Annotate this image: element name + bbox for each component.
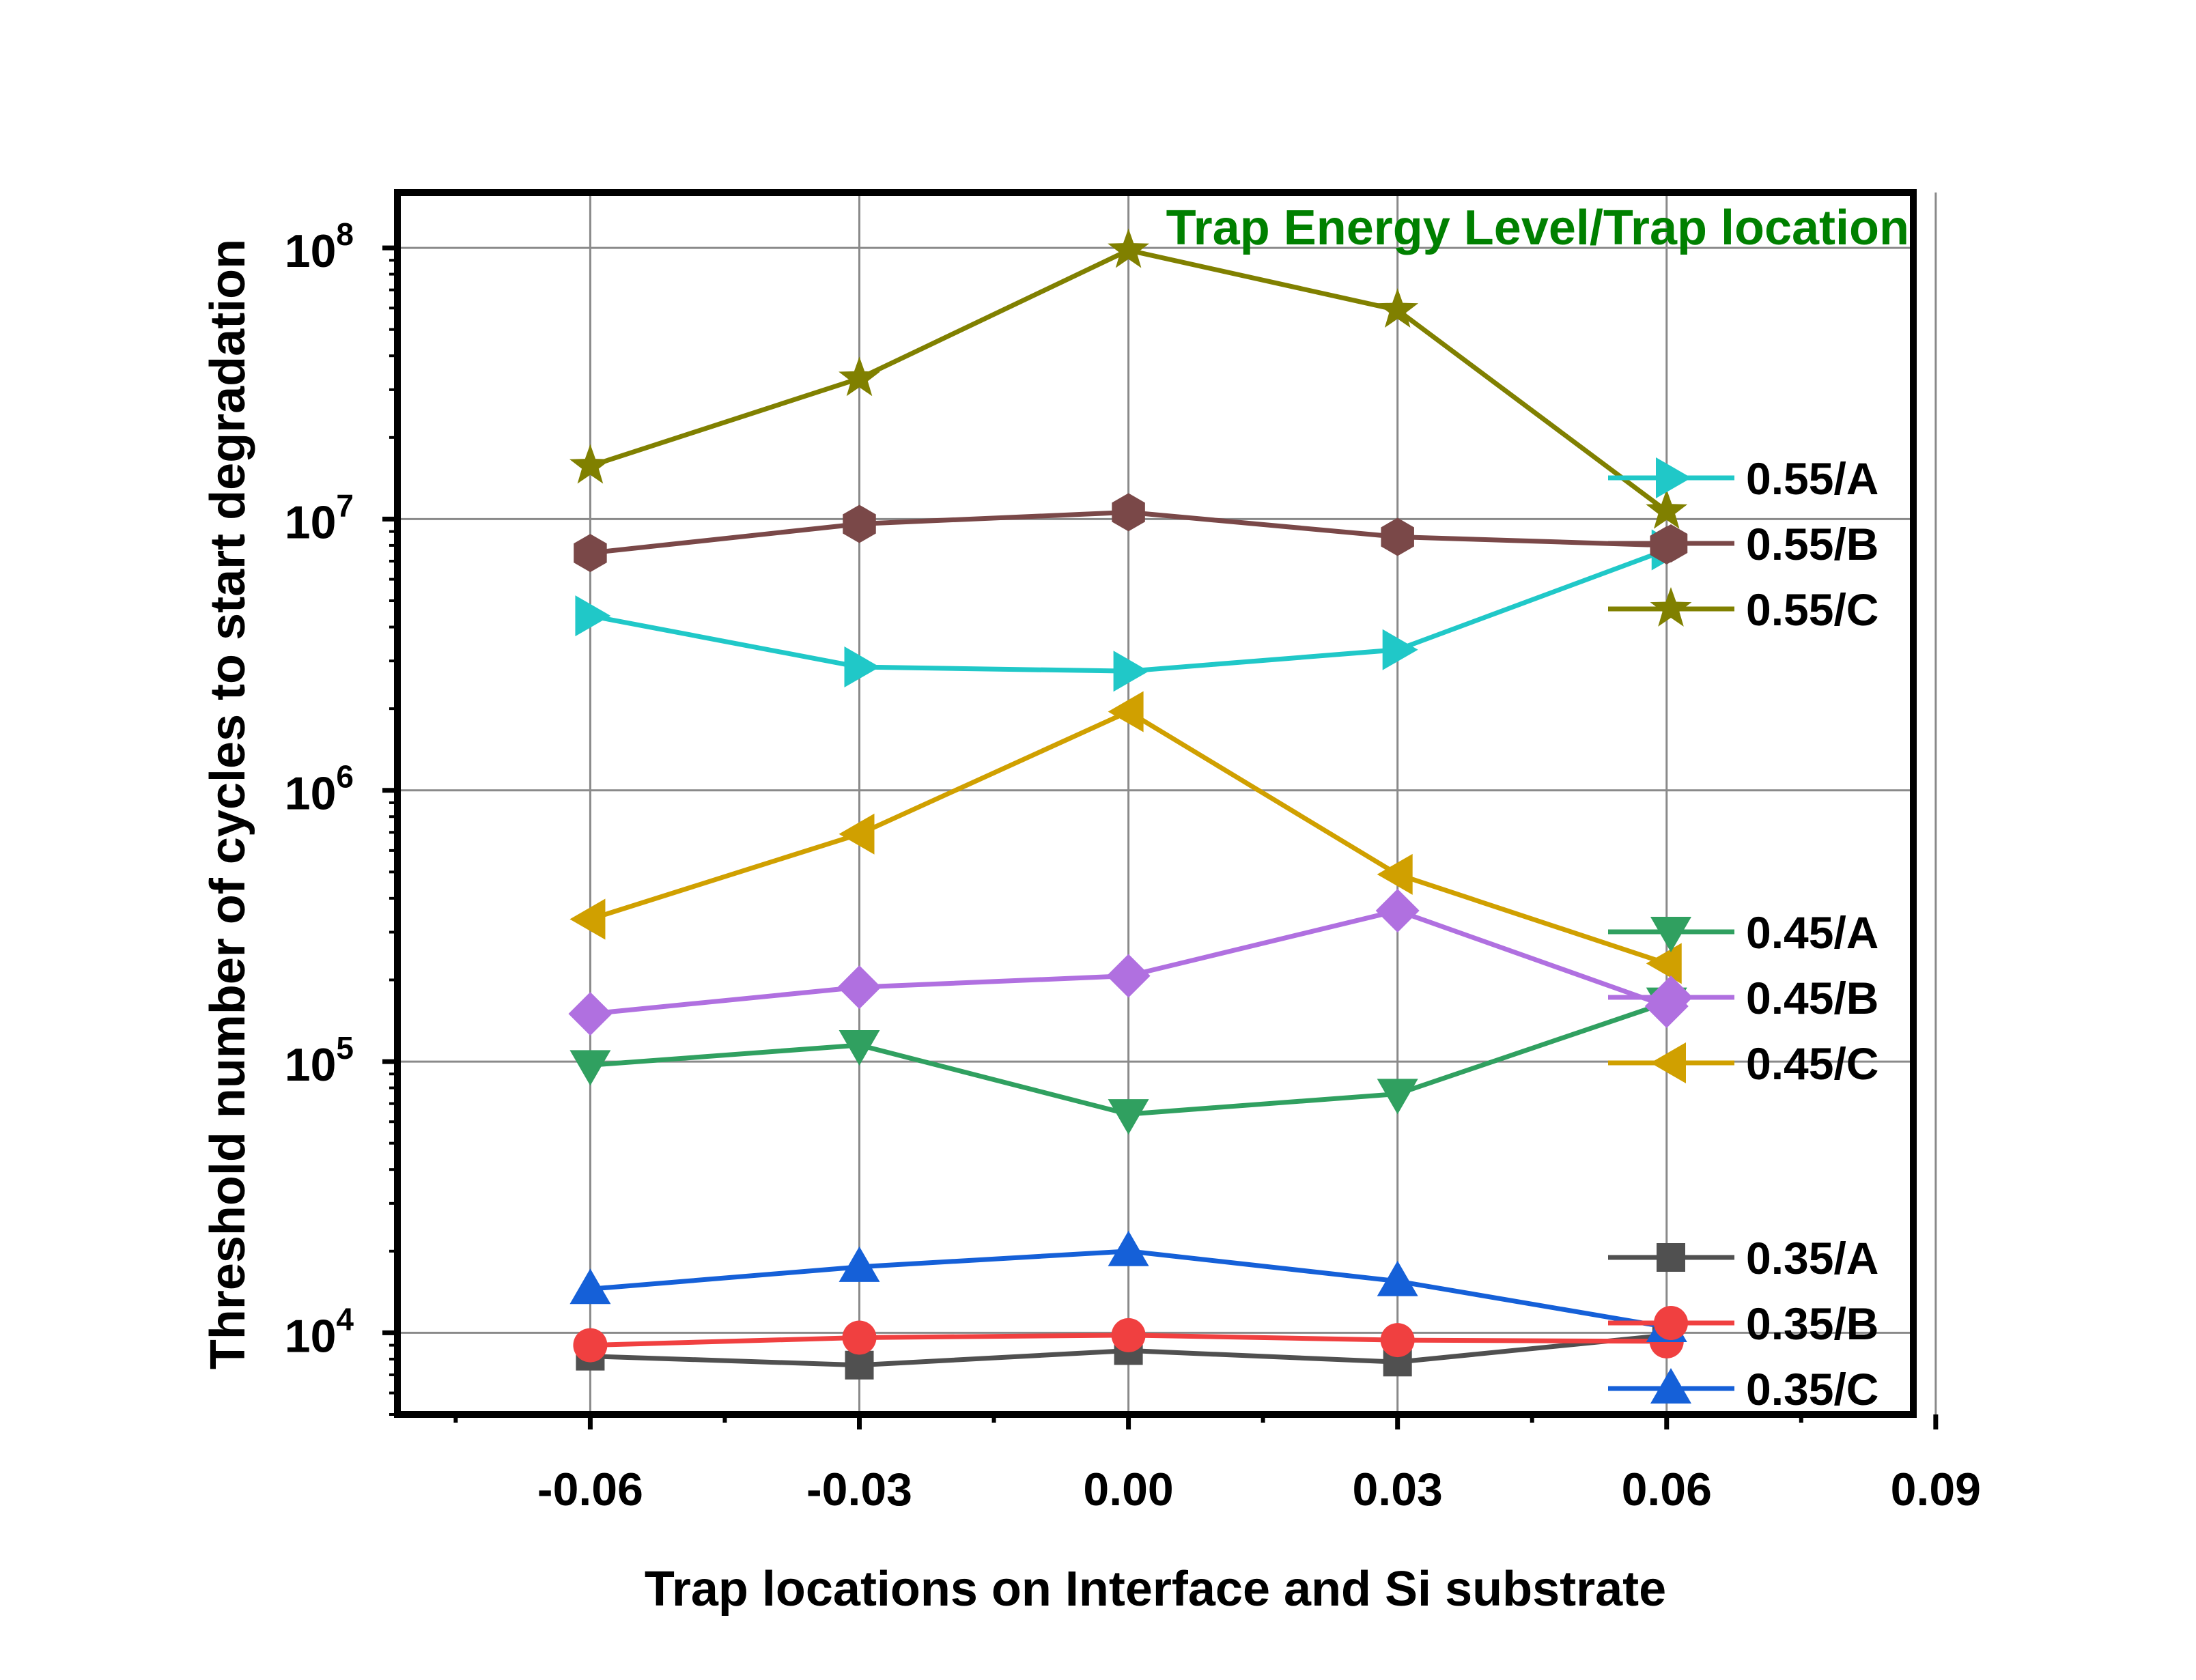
x-tick-label: 0.03 <box>1352 1464 1442 1515</box>
data-point <box>839 356 880 397</box>
x-tick-label: -0.03 <box>806 1464 912 1515</box>
data-point <box>1646 489 1688 529</box>
series-0.45/A <box>569 987 1687 1135</box>
y-tick-label: 106 <box>285 759 354 820</box>
data-point <box>1108 228 1150 268</box>
data-point <box>1108 691 1144 732</box>
legend-item: 0.45/C <box>1608 1038 1878 1089</box>
y-tick-labels: 104 105 106 107 108 <box>285 216 354 1362</box>
legend-label: 0.45/C <box>1746 1038 1878 1089</box>
x-tick-label: -0.06 <box>537 1464 643 1515</box>
legend-label: 0.35/A <box>1746 1233 1878 1283</box>
legend-item: 0.35/A <box>1608 1233 1878 1283</box>
legend-item: 0.45/A <box>1608 907 1878 958</box>
data-point <box>1377 1079 1418 1115</box>
data-point <box>1377 288 1419 328</box>
data-point <box>837 965 882 1010</box>
data-point <box>843 504 876 543</box>
data-point <box>575 595 611 637</box>
legend-label: 0.45/A <box>1746 907 1878 958</box>
legend-item: 0.55/C <box>1608 584 1878 635</box>
chart-annotation: Trap Energy Level/Trap location <box>1166 201 1909 255</box>
data-point <box>569 444 611 484</box>
data-point <box>842 1320 877 1355</box>
data-point <box>1106 954 1151 998</box>
series-0.45/C <box>569 691 1682 984</box>
legend-label: 0.55/B <box>1746 519 1878 569</box>
data-point <box>839 1246 880 1282</box>
legend-marker <box>1657 1243 1685 1272</box>
legend: 0.55/A 0.55/B 0.55/C 0.45/A 0.45/B 0.45/C 0.35… <box>1608 453 1878 1414</box>
data-point <box>845 1350 874 1380</box>
legend-label: 0.45/B <box>1746 973 1878 1023</box>
data-point <box>1113 651 1149 692</box>
data-point <box>1111 1318 1146 1352</box>
legend-item: 0.55/B <box>1608 519 1878 569</box>
x-axis-label: Trap locations on Interface and Si subst… <box>645 1562 1666 1617</box>
legend-label: 0.55/C <box>1746 584 1878 635</box>
data-point <box>1382 629 1418 670</box>
data-point <box>1646 943 1682 984</box>
plot-frame <box>394 189 1917 1418</box>
x-tick-label: 0.09 <box>1891 1464 1981 1515</box>
data-point <box>569 1050 611 1086</box>
y-axis-label: Threshold number of cycles to start degr… <box>201 239 255 1369</box>
legend-marker <box>1656 457 1691 498</box>
legend-label: 0.35/B <box>1746 1298 1878 1349</box>
legend-item: 0.35/C <box>1608 1364 1878 1414</box>
data-point <box>568 992 613 1036</box>
legend-label: 0.55/A <box>1746 453 1878 504</box>
legend-marker <box>1650 1042 1686 1083</box>
legend-item: 0.35/B <box>1608 1298 1878 1349</box>
data-point <box>1381 517 1414 556</box>
y-tick-label: 104 <box>285 1301 354 1362</box>
y-tick-label: 108 <box>285 216 354 277</box>
series-0.55/A <box>575 529 1687 692</box>
data-point <box>569 1268 611 1305</box>
data-point <box>1380 1323 1415 1358</box>
legend-item: 0.45/B <box>1608 973 1878 1023</box>
data-point <box>1108 1230 1149 1266</box>
data-point <box>839 1029 880 1066</box>
legend-label: 0.35/C <box>1746 1364 1878 1414</box>
legend-marker <box>1649 976 1693 1019</box>
y-tick-label: 105 <box>285 1030 354 1091</box>
x-tick-label: 0.06 <box>1622 1464 1712 1515</box>
data-point <box>1108 1099 1149 1135</box>
data-point <box>574 534 607 573</box>
legend-marker <box>1650 917 1691 952</box>
legend-marker <box>1654 1306 1688 1340</box>
x-tick-label: 0.00 <box>1083 1464 1173 1515</box>
data-point <box>569 898 606 940</box>
data-point <box>1377 853 1413 895</box>
legend-marker <box>1654 524 1688 563</box>
data-point <box>1375 889 1420 933</box>
legend-item: 0.55/A <box>1608 453 1878 504</box>
data-point <box>1377 1260 1418 1296</box>
grid <box>397 193 1937 1414</box>
data-point <box>844 646 880 688</box>
series-0.55/C <box>569 228 1688 529</box>
legend-marker <box>1650 587 1692 627</box>
x-tick-labels: -0.06 -0.03 0.00 0.03 0.06 0.09 <box>537 1464 1981 1515</box>
data-point <box>573 1328 608 1363</box>
legend-marker <box>1650 1368 1691 1404</box>
y-tick-label: 107 <box>285 487 354 548</box>
data-point <box>839 813 875 855</box>
data-point <box>1112 493 1145 532</box>
